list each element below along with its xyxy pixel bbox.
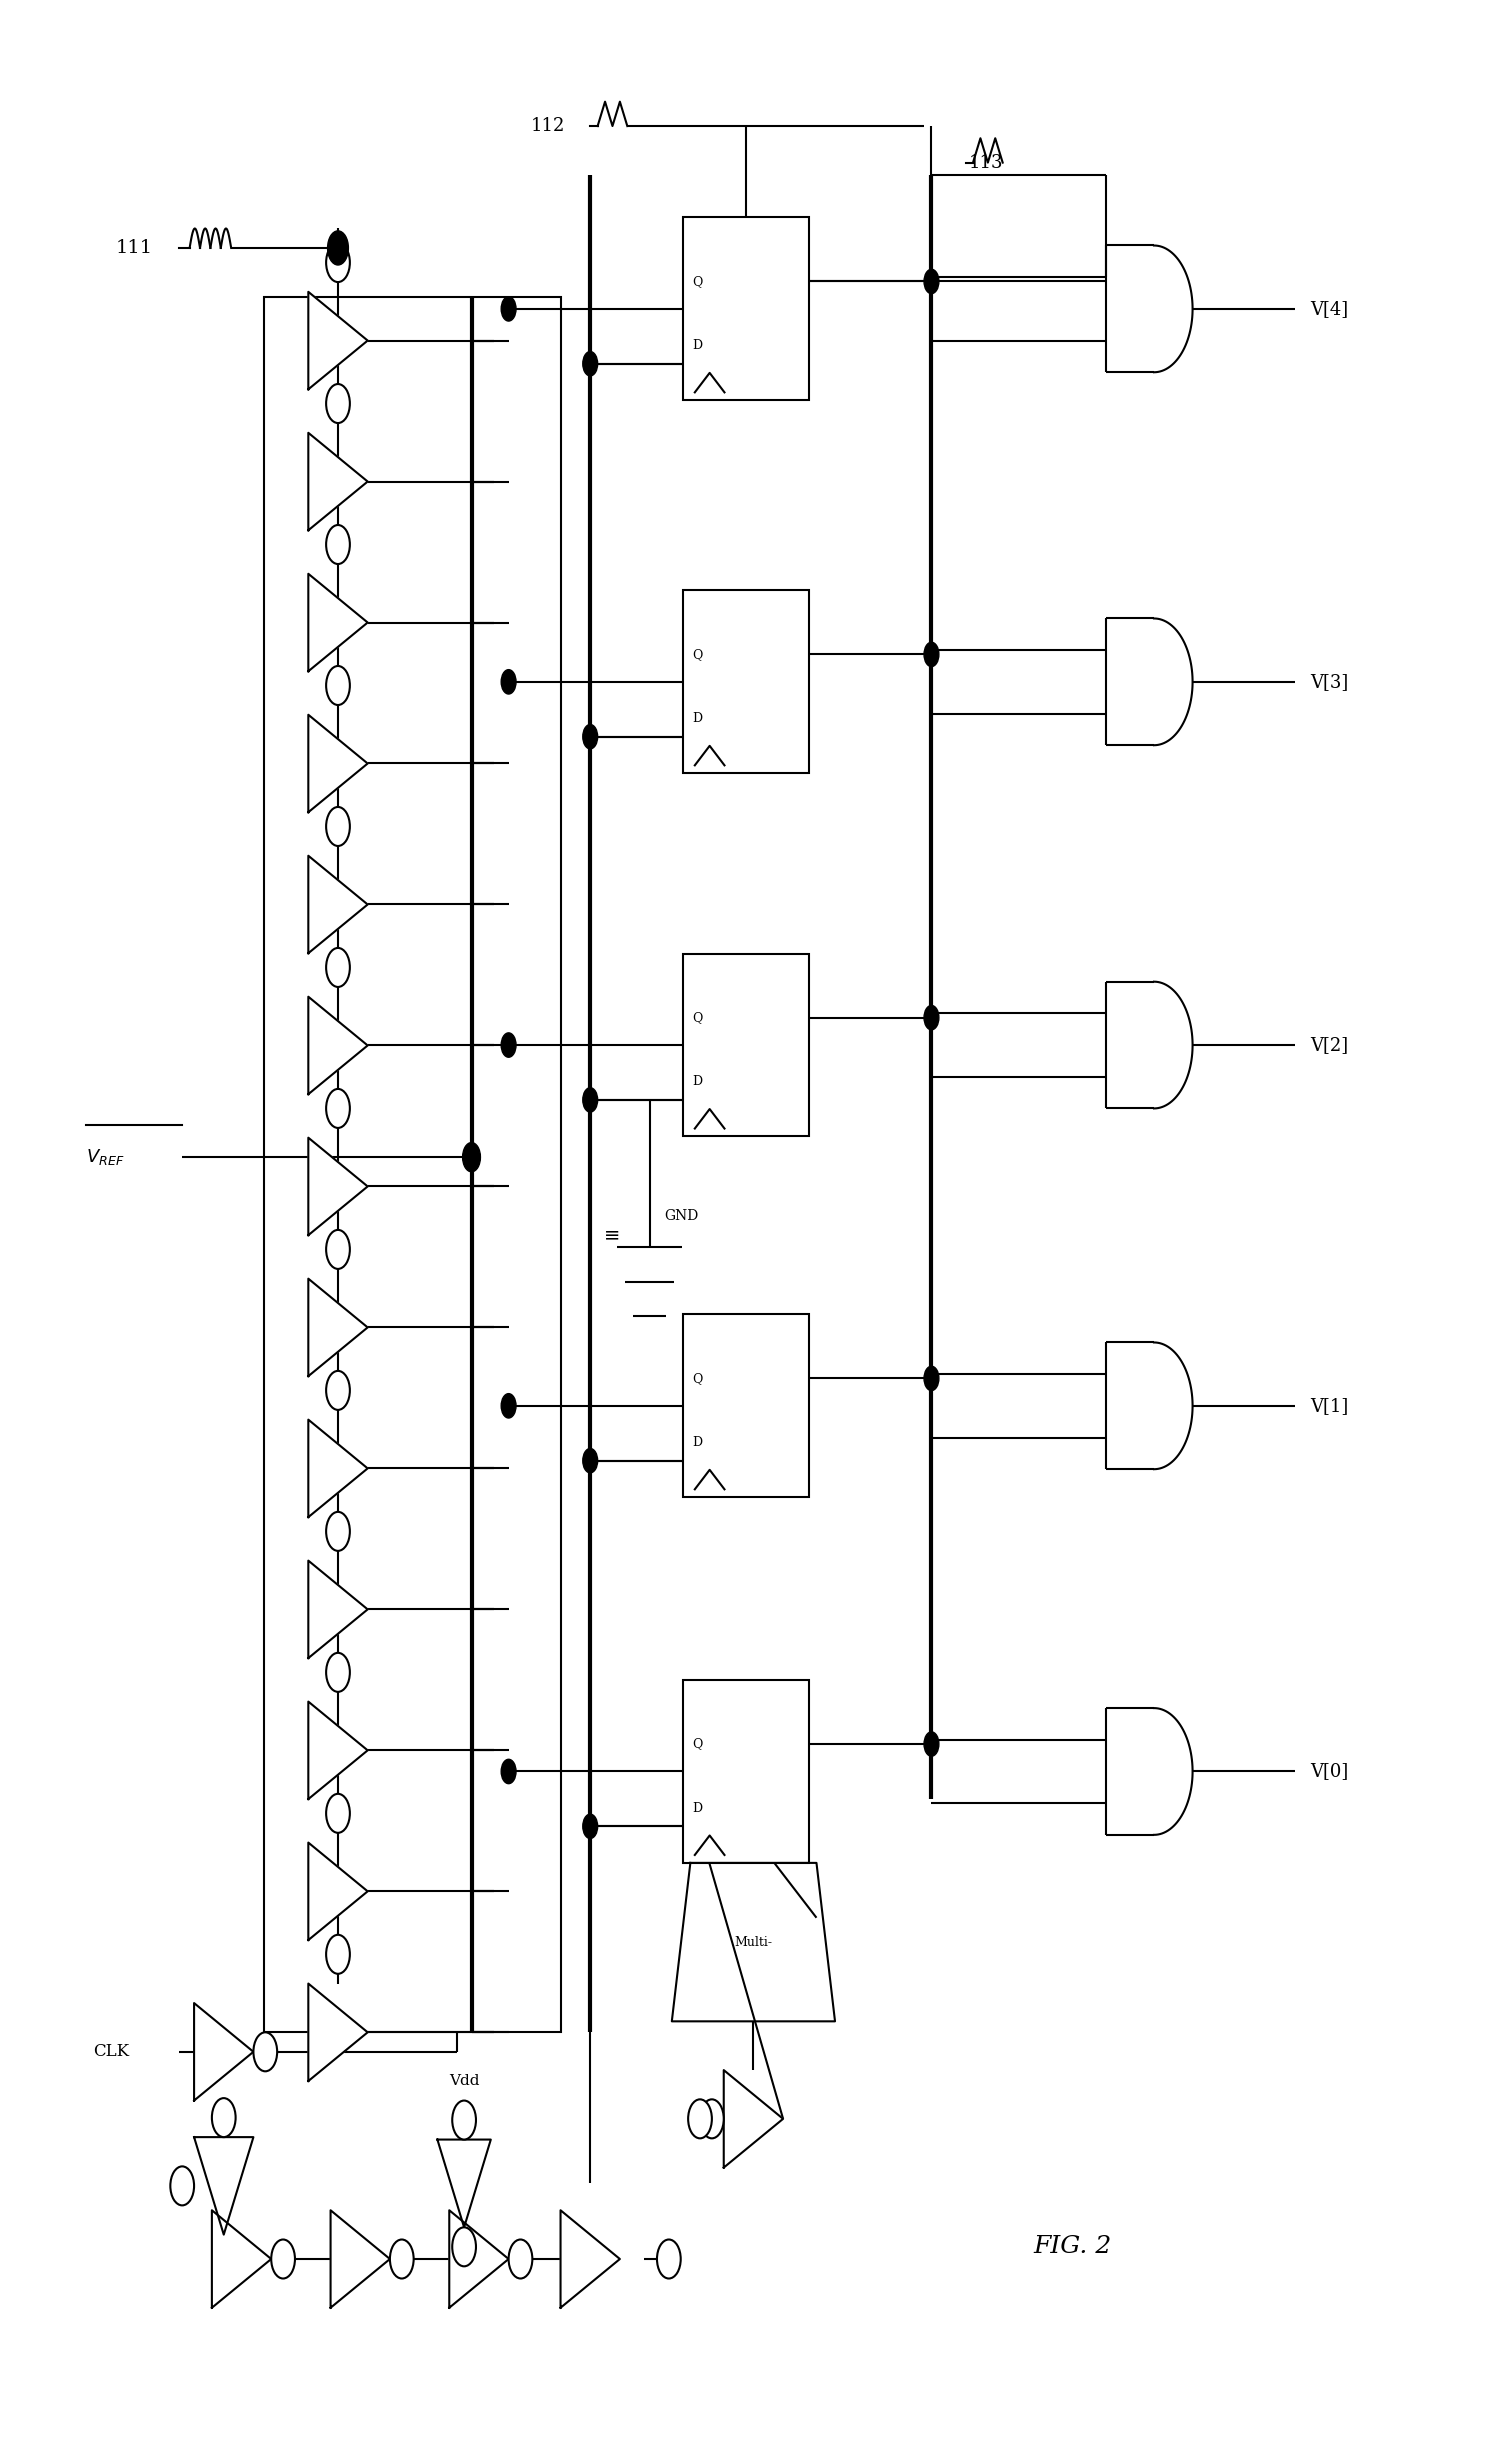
Polygon shape: [309, 714, 367, 812]
Text: 112: 112: [531, 117, 565, 135]
Text: GND: GND: [664, 1208, 698, 1223]
Text: Multi-: Multi-: [734, 1935, 773, 1949]
Circle shape: [327, 1370, 349, 1409]
Circle shape: [389, 2241, 413, 2280]
Bar: [683, 218, 809, 401]
Text: Q: Q: [692, 648, 703, 660]
Polygon shape: [309, 575, 367, 670]
Circle shape: [509, 2241, 533, 2280]
Circle shape: [452, 2228, 476, 2267]
Circle shape: [463, 1142, 480, 1172]
Text: D: D: [692, 340, 701, 352]
Circle shape: [501, 670, 516, 695]
Bar: [264, 296, 561, 2033]
Circle shape: [327, 1653, 349, 1693]
Bar: [683, 954, 809, 1137]
Polygon shape: [309, 291, 367, 389]
Circle shape: [327, 526, 349, 565]
Text: Q: Q: [692, 1372, 703, 1384]
Circle shape: [254, 2033, 278, 2072]
Text: V[2]: V[2]: [1310, 1037, 1347, 1054]
Polygon shape: [449, 2211, 509, 2307]
Text: $V_{REF}$: $V_{REF}$: [85, 1147, 124, 1167]
Circle shape: [924, 269, 938, 294]
Polygon shape: [309, 1561, 367, 1658]
Circle shape: [583, 1815, 598, 1839]
Circle shape: [170, 2167, 194, 2206]
Circle shape: [924, 1005, 938, 1030]
Polygon shape: [309, 1842, 367, 1940]
Text: $\equiv$: $\equiv$: [600, 1225, 619, 1245]
Polygon shape: [437, 2140, 491, 2228]
Text: Q: Q: [692, 274, 703, 289]
Circle shape: [327, 1088, 349, 1128]
Polygon shape: [309, 996, 367, 1093]
Circle shape: [501, 1032, 516, 1057]
Text: Vdd: Vdd: [449, 2074, 479, 2089]
Text: V[3]: V[3]: [1310, 673, 1349, 690]
Polygon shape: [309, 856, 367, 954]
Bar: [683, 589, 809, 773]
Text: Q: Q: [692, 1737, 703, 1751]
Circle shape: [583, 1448, 598, 1472]
Circle shape: [452, 2101, 476, 2140]
Circle shape: [656, 2241, 680, 2280]
Text: CLK: CLK: [93, 2042, 130, 2060]
Polygon shape: [671, 1864, 836, 2020]
Polygon shape: [724, 2069, 783, 2167]
Circle shape: [688, 2099, 712, 2138]
Circle shape: [700, 2099, 724, 2138]
Text: V[4]: V[4]: [1310, 301, 1347, 318]
Text: V[1]: V[1]: [1310, 1397, 1349, 1414]
Polygon shape: [194, 2138, 254, 2236]
Text: 113: 113: [968, 154, 1003, 171]
Circle shape: [327, 1512, 349, 1551]
Text: D: D: [692, 1436, 701, 1448]
Circle shape: [327, 665, 349, 704]
Text: FIG. 2: FIG. 2: [1034, 2236, 1112, 2258]
Text: D: D: [692, 1076, 701, 1088]
Circle shape: [924, 1732, 938, 1756]
Polygon shape: [561, 2211, 619, 2307]
Circle shape: [212, 2099, 236, 2138]
Text: V[0]: V[0]: [1310, 1764, 1349, 1781]
Circle shape: [327, 1935, 349, 1974]
Polygon shape: [309, 1702, 367, 1800]
Circle shape: [272, 2241, 295, 2280]
Circle shape: [327, 1793, 349, 1832]
Polygon shape: [309, 1419, 367, 1517]
Circle shape: [327, 1230, 349, 1269]
Bar: [683, 1314, 809, 1497]
Circle shape: [327, 949, 349, 986]
Polygon shape: [309, 1984, 367, 2082]
Polygon shape: [309, 433, 367, 531]
Circle shape: [327, 807, 349, 846]
Text: 111: 111: [115, 240, 152, 257]
Polygon shape: [212, 2211, 272, 2307]
Polygon shape: [309, 1137, 367, 1235]
Text: D: D: [692, 712, 701, 724]
Circle shape: [501, 1394, 516, 1419]
Circle shape: [583, 1088, 598, 1113]
Circle shape: [924, 643, 938, 668]
Text: Q: Q: [692, 1010, 703, 1025]
Bar: [683, 1680, 809, 1864]
Circle shape: [583, 352, 598, 377]
Text: D: D: [692, 1803, 701, 1815]
Circle shape: [924, 1367, 938, 1392]
Polygon shape: [331, 2211, 389, 2307]
Circle shape: [583, 724, 598, 748]
Polygon shape: [309, 1279, 367, 1377]
Circle shape: [501, 1759, 516, 1783]
Polygon shape: [194, 2003, 254, 2101]
Circle shape: [501, 296, 516, 320]
Circle shape: [328, 230, 348, 264]
Circle shape: [327, 242, 349, 281]
Circle shape: [327, 384, 349, 423]
